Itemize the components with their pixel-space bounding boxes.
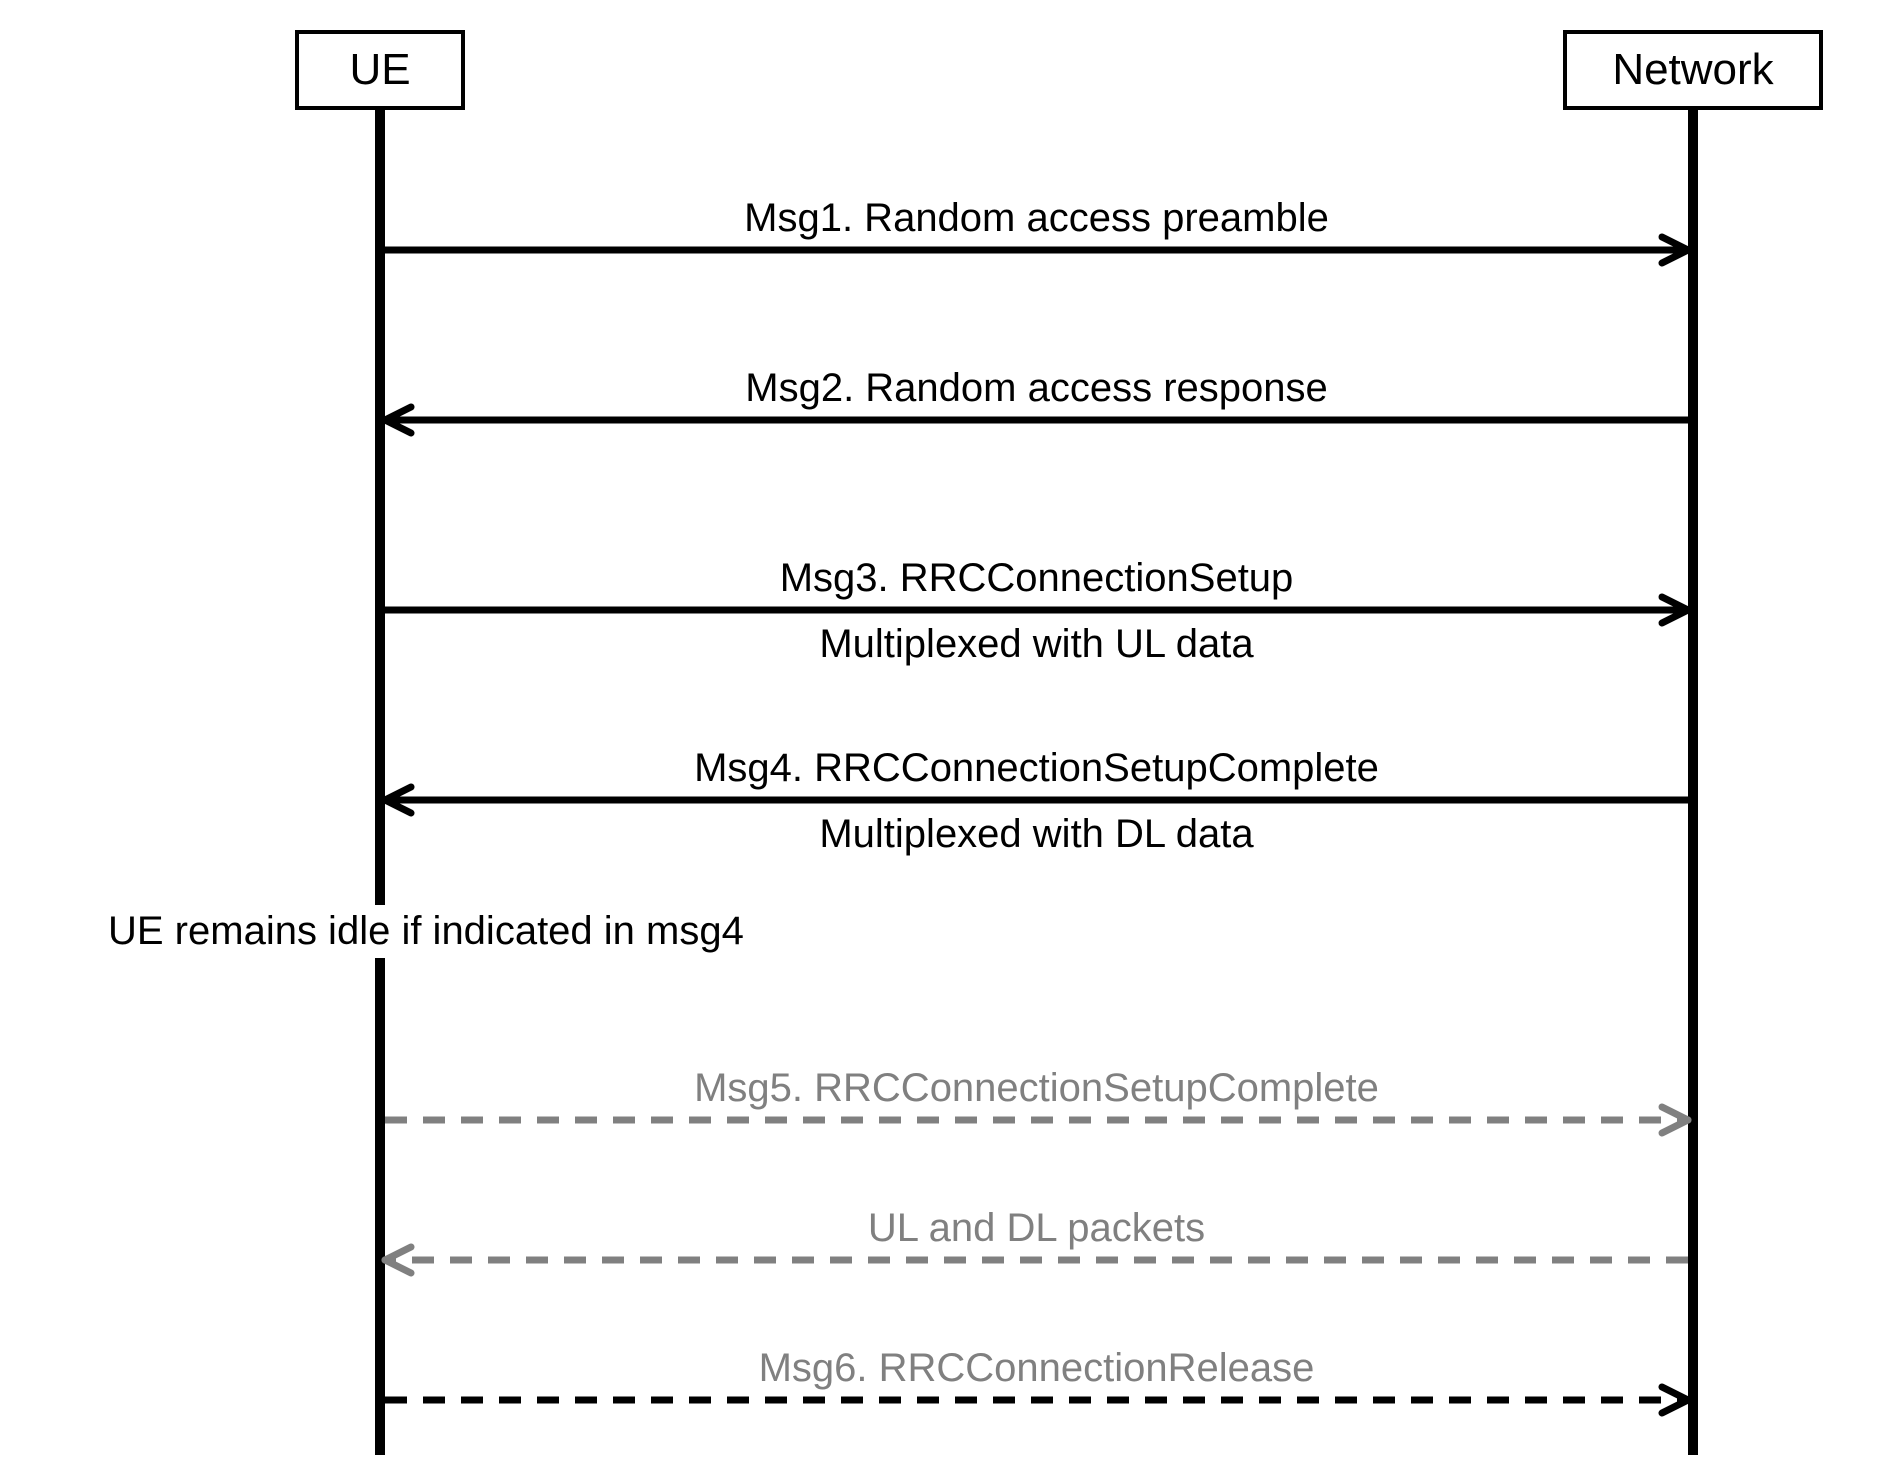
- idle-note: UE remains idle if indicated in msg4: [98, 905, 754, 958]
- sequence-diagram: UE Network Msg1. Random access preamble M…: [0, 0, 1890, 1480]
- message-label-msg5-above: Msg5. RRCConnectionSetupComplete: [694, 1066, 1379, 1111]
- message-label-msg3-below: Multiplexed with UL data: [819, 622, 1253, 667]
- message-label-msg6-above: Msg6. RRCConnectionRelease: [759, 1346, 1315, 1391]
- actor-network-box: Network: [1563, 30, 1823, 110]
- message-label-packets-above: UL and DL packets: [868, 1206, 1205, 1251]
- actor-ue-label: UE: [349, 45, 410, 95]
- message-label-msg1-above: Msg1. Random access preamble: [744, 196, 1329, 241]
- lifeline-ue: [375, 110, 385, 1455]
- actor-ue-box: UE: [295, 30, 465, 110]
- actor-network-label: Network: [1612, 45, 1773, 95]
- message-label-msg4-below: Multiplexed with DL data: [819, 812, 1253, 857]
- lifeline-network: [1688, 110, 1698, 1455]
- idle-note-text: UE remains idle if indicated in msg4: [108, 909, 744, 953]
- message-label-msg3-above: Msg3. RRCConnectionSetup: [780, 556, 1294, 601]
- message-label-msg4-above: Msg4. RRCConnectionSetupComplete: [694, 746, 1379, 791]
- message-label-msg2-above: Msg2. Random access response: [745, 366, 1328, 411]
